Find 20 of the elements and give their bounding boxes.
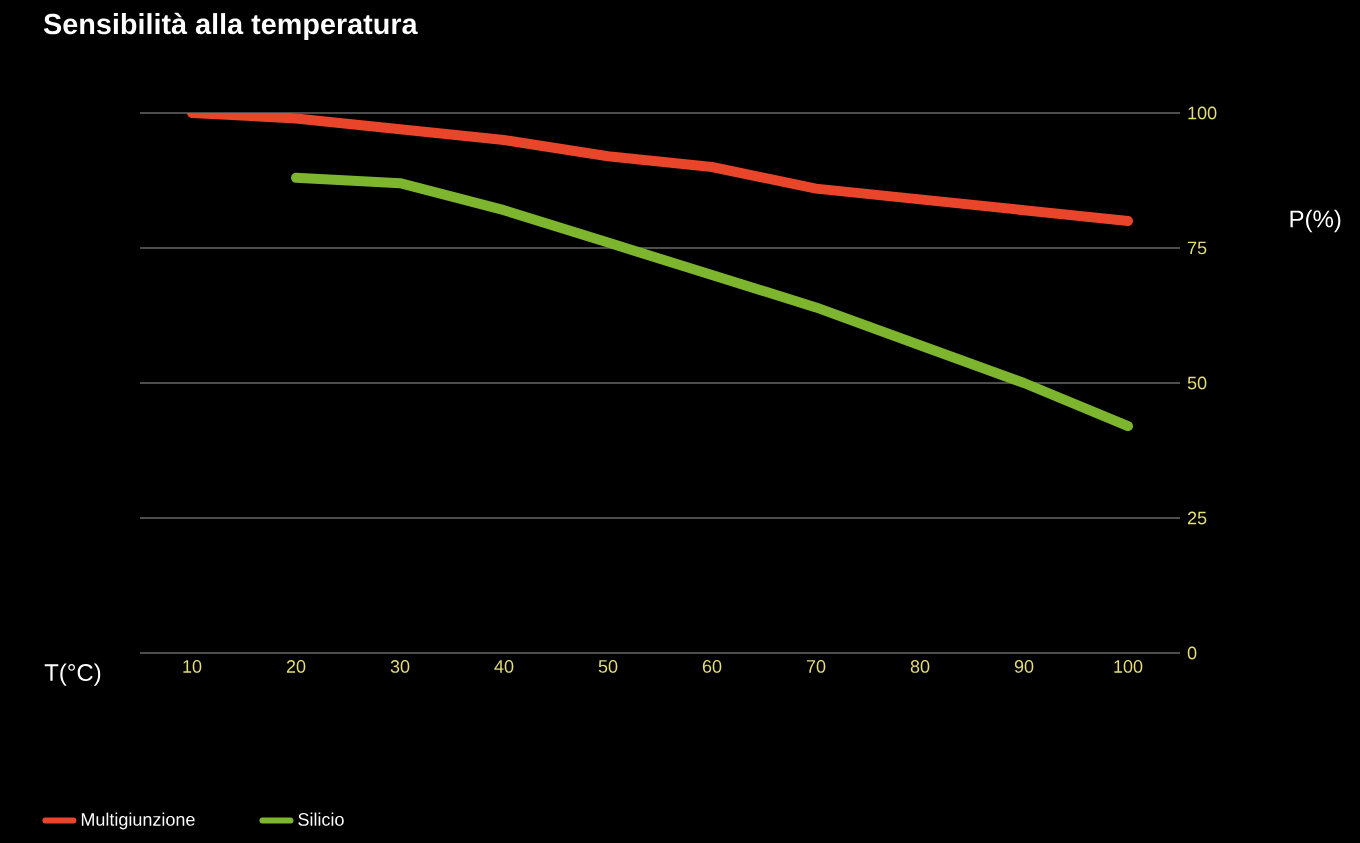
x-axis-title: T(°C) [44,663,101,686]
x-tick-label: 70 [806,660,826,673]
x-tick-label: 50 [598,660,618,673]
x-tick-label: 90 [1014,660,1034,673]
y-axis-title: P(%) [1290,209,1341,233]
legend-label: Silicio [298,812,344,826]
x-tick-label: 10 [183,660,202,673]
x-tick-label: 60 [702,660,722,673]
y-tick-label: 100 [1188,106,1217,120]
y-tick-label: 50 [1187,376,1207,390]
x-tick-label: 100 [1114,660,1143,673]
x-tick-label: 20 [286,660,306,673]
chart-title: Sensibilità alla temperatura [43,12,418,40]
y-tick-label: 75 [1187,241,1207,255]
x-tick-label: 30 [390,660,410,673]
y-tick-label: 0 [1187,646,1197,660]
y-tick-label: 25 [1187,511,1207,525]
x-tick-label: 40 [494,660,514,673]
x-tick-label: 80 [910,660,930,673]
legend-label: Multigiunzione [81,812,195,830]
